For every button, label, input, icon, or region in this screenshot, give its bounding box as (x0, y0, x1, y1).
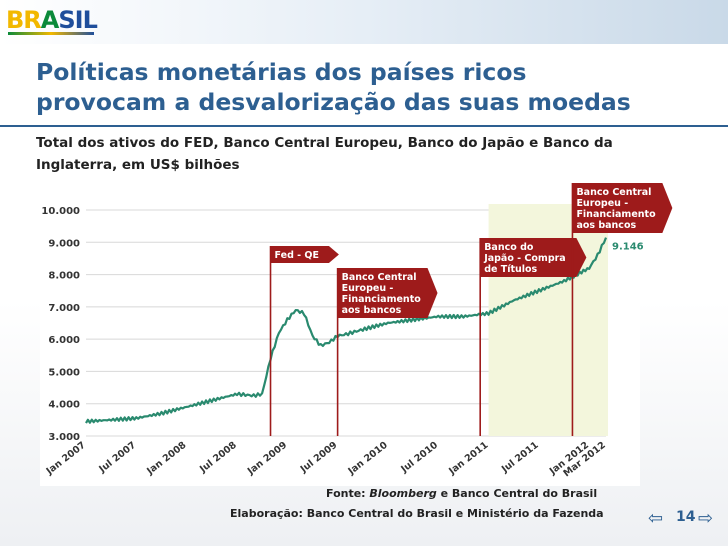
slide-title: Políticas monetárias dos países ricos pr… (36, 57, 716, 117)
series-line (85, 237, 608, 424)
y-tick-label: 10.000 (41, 206, 80, 217)
source-note: Fonte: Bloomberg e Banco Central do Bras… (326, 487, 598, 500)
y-tick-label: 6.000 (48, 335, 80, 346)
annotation-label: aos bancos (342, 305, 402, 316)
annotation-label: Banco do (484, 242, 534, 253)
y-tick-label: 4.000 (48, 400, 80, 411)
annotation-label: Fed - QE (275, 250, 319, 261)
y-tick-label: 8.000 (48, 271, 80, 282)
annotation-label: de Títulos (484, 264, 537, 275)
annotation-label: Financiamento (576, 209, 656, 220)
arrow-right-icon: ⇨ (698, 508, 714, 529)
page-number: 14 (676, 509, 696, 525)
title-line-1: Políticas monetárias dos países ricos (36, 58, 527, 86)
annotation-label: Japão - Compra (483, 253, 566, 264)
slide-subtitle: Total dos ativos do FED, Banco Central E… (36, 135, 613, 173)
annotation-label: aos bancos (576, 220, 636, 231)
annotation-label: Europeu - (342, 283, 394, 294)
annotation-banner (337, 268, 438, 318)
title-line-2: provocam a desvalorização das suas moeda… (36, 88, 631, 116)
header-band (0, 0, 728, 44)
next-slide-button[interactable]: ⇨ (698, 509, 713, 529)
previous-slide-button[interactable]: ⇦ (648, 509, 663, 529)
annotation-label: Financiamento (342, 294, 422, 305)
end-value-label: 9.146 (612, 242, 644, 253)
y-tick-label: 3.000 (48, 432, 80, 443)
annotation-label: Europeu - (576, 198, 628, 209)
arrow-left-icon: ⇦ (648, 508, 664, 529)
elaboration-note: Elaboração: Banco Central do Brasil e Mi… (230, 507, 604, 520)
y-tick-label: 5.000 (48, 367, 80, 378)
annotation-banner (480, 238, 587, 277)
annotation-banner (572, 183, 673, 233)
annotation-banner (270, 246, 339, 263)
y-tick-label: 7.000 (48, 303, 80, 314)
annotation-label: Banco Central (342, 272, 417, 283)
brasil-logo: BRASIL (6, 6, 98, 34)
annotation-label: Banco Central (576, 187, 651, 198)
y-tick-label: 9.000 (48, 238, 80, 249)
title-rule (0, 125, 728, 127)
logo-underline (8, 32, 94, 35)
